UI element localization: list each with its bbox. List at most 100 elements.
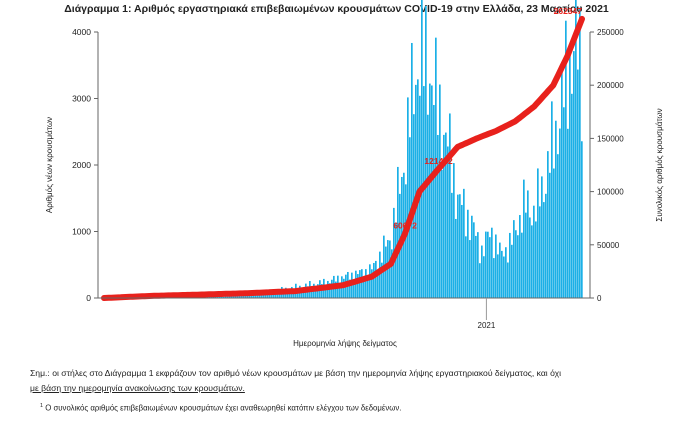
daily-bar [449, 113, 451, 299]
daily-bar [237, 296, 239, 298]
y-tick-label: 3000 [72, 94, 91, 104]
daily-bar [371, 269, 373, 298]
daily-bar [463, 188, 465, 298]
daily-bar [451, 192, 453, 298]
daily-bar [213, 296, 215, 298]
daily-bar [491, 227, 493, 298]
daily-bar [251, 294, 253, 298]
y2-tick-label: 0 [597, 294, 602, 303]
daily-bar [433, 105, 435, 298]
daily-bar [381, 262, 383, 298]
daily-bar [571, 93, 573, 298]
daily-bar [579, 7, 581, 299]
daily-bar [315, 286, 317, 298]
x-axis-label: Ημερομηνία λήψης δείγματος [293, 339, 397, 348]
daily-bar [321, 284, 323, 298]
daily-bar [349, 279, 351, 298]
daily-bar [437, 135, 439, 298]
daily-bar [455, 218, 457, 298]
daily-bar [531, 225, 533, 298]
daily-bar [457, 194, 459, 298]
daily-bar [427, 114, 429, 298]
x-tick-label: 2021 [478, 321, 496, 330]
daily-bar [517, 235, 519, 298]
note-line-1: Σημ.: οι στήλες στο Διάγραμμα 1 εκφράζου… [30, 368, 562, 378]
daily-bar [415, 84, 417, 298]
daily-bar [363, 278, 365, 298]
daily-bar [581, 141, 583, 298]
daily-bar [473, 222, 475, 298]
daily-bar [527, 190, 529, 298]
daily-bar [499, 242, 501, 298]
daily-bar [505, 247, 507, 298]
daily-bar [279, 291, 281, 298]
y2-tick-label: 50000 [597, 241, 620, 250]
y-tick-label: 0 [86, 293, 91, 303]
daily-bar [421, 0, 423, 298]
daily-bar [575, 0, 577, 299]
footnote-marker: 1 [40, 403, 44, 409]
daily-bar [407, 97, 409, 298]
daily-bar [445, 132, 447, 298]
daily-bar [573, 51, 575, 299]
daily-bar [441, 169, 443, 298]
daily-bar [523, 179, 525, 298]
daily-bar [225, 296, 227, 298]
daily-bar [487, 231, 489, 298]
daily-bar [469, 240, 471, 298]
y-tick-label: 2000 [72, 160, 91, 170]
daily-bar [425, 5, 427, 298]
daily-bar [339, 284, 341, 298]
daily-bar [513, 220, 515, 298]
daily-bar [443, 134, 445, 298]
daily-bar [567, 128, 569, 298]
y2-tick-label: 200000 [597, 81, 624, 90]
daily-bar [209, 296, 211, 298]
daily-bar [515, 230, 517, 298]
daily-bar [547, 151, 549, 298]
daily-bar [559, 128, 561, 298]
daily-bar [459, 194, 461, 298]
daily-bar [373, 262, 375, 298]
daily-bar [555, 120, 557, 298]
daily-bar [385, 246, 387, 298]
daily-bar [357, 274, 359, 298]
daily-bar [395, 222, 397, 298]
daily-bar [453, 163, 455, 298]
chart-note: Σημ.: οι στήλες στο Διάγραμμα 1 εκφράζου… [30, 366, 660, 396]
daily-bar [365, 269, 367, 298]
line-value-label: 60672 [393, 220, 417, 230]
daily-bar [265, 293, 267, 298]
daily-bar [553, 168, 555, 298]
y-axis-label: Αριθμός νέων κρουσμάτων [45, 117, 54, 213]
daily-bar [219, 296, 221, 298]
daily-bar [539, 206, 541, 298]
daily-bar [361, 269, 363, 298]
daily-bar [377, 269, 379, 298]
daily-bar [343, 278, 345, 298]
daily-bar [549, 172, 551, 298]
chart-plot: 0 1000 2000 3000 4000 0 50000 100000 150000 20000… [45, 0, 664, 330]
daily-bar [391, 249, 393, 298]
daily-bar [241, 295, 243, 298]
daily-bar [537, 168, 539, 298]
line-labels: 60672 121432 262347 [393, 6, 582, 231]
daily-bar [375, 260, 377, 298]
daily-bar [275, 291, 277, 298]
daily-bar [397, 166, 399, 298]
y2-tick-label: 150000 [597, 134, 624, 143]
cumulative-line [101, 15, 585, 301]
axes: 0 1000 2000 3000 4000 0 50000 100000 150000 20000… [45, 27, 664, 330]
daily-bar [417, 79, 419, 298]
daily-bar [507, 262, 509, 298]
daily-bar [429, 83, 431, 298]
daily-bar [461, 204, 463, 298]
daily-bar [495, 234, 497, 298]
daily-bar [519, 215, 521, 298]
daily-bar [367, 278, 369, 298]
daily-bar [551, 101, 553, 299]
daily-bar [477, 232, 479, 298]
daily-bar [227, 296, 229, 298]
y2-axis-label: Συνολικός αριθμός κρουσμάτων [655, 108, 664, 221]
daily-bar [565, 20, 567, 298]
